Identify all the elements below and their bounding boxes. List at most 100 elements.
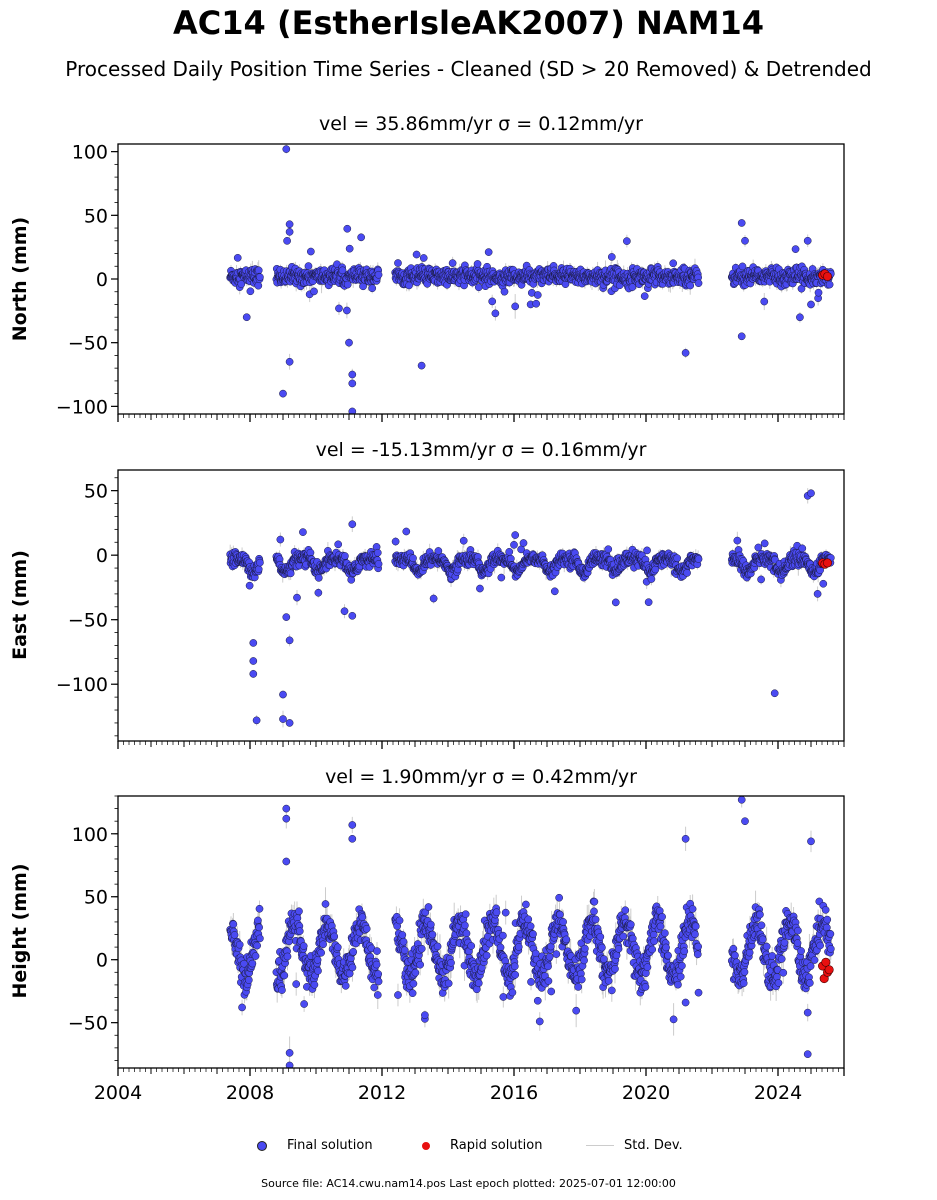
final-point <box>233 253 242 262</box>
final-point <box>651 565 660 574</box>
final-point <box>412 250 421 259</box>
y-tick-label: 0 <box>96 269 108 291</box>
final-point <box>334 540 343 549</box>
final-point <box>343 306 351 315</box>
final-point <box>242 313 251 322</box>
final-point <box>683 569 691 577</box>
final-point <box>368 284 377 293</box>
final-point <box>310 287 318 296</box>
final-point <box>814 288 823 297</box>
final-point <box>681 349 690 357</box>
final-point <box>307 247 315 256</box>
chart-subtitle: Processed Daily Position Time Series - C… <box>65 57 872 81</box>
final-point <box>245 581 254 590</box>
plot-frame <box>117 469 845 742</box>
final-point <box>623 237 631 245</box>
final-point <box>500 287 509 296</box>
rapid-point <box>822 558 832 568</box>
final-point <box>474 283 483 292</box>
final-point <box>409 554 417 563</box>
y-tick-label: 50 <box>84 205 108 227</box>
final-point <box>505 547 514 556</box>
final-point <box>604 545 613 554</box>
final-point <box>510 540 518 549</box>
series-final-1 <box>226 488 835 728</box>
final-point <box>669 259 678 268</box>
series-final-2 <box>226 796 835 1068</box>
final-point <box>533 291 542 299</box>
final-point <box>254 266 263 275</box>
panel-0: 100 50 0 −50 −100 <box>56 142 845 422</box>
final-point <box>249 670 258 678</box>
final-point <box>760 539 769 548</box>
final-point <box>419 254 428 262</box>
final-point <box>249 657 258 665</box>
final-point <box>484 248 493 256</box>
final-point <box>532 299 541 308</box>
chart-title: AC14 (EstherIsleAK2007) NAM14 <box>173 4 764 42</box>
final-point <box>335 304 343 313</box>
final-point <box>813 590 822 598</box>
final-point <box>299 528 307 536</box>
final-point <box>348 379 357 388</box>
y-tick-label: 50 <box>84 481 108 503</box>
final-point <box>256 273 264 281</box>
rapid-point <box>822 271 832 281</box>
final-point <box>283 237 291 245</box>
final-point <box>640 292 649 300</box>
final-point <box>476 584 484 593</box>
final-point <box>807 489 815 498</box>
final-point <box>374 270 383 279</box>
final-point <box>417 361 426 370</box>
final-point <box>343 280 352 289</box>
final-point <box>628 283 637 291</box>
final-point <box>511 531 520 539</box>
final-point <box>285 719 294 727</box>
final-point <box>741 236 749 245</box>
final-point <box>819 579 828 588</box>
final-point <box>246 287 255 296</box>
final-point <box>285 357 294 366</box>
y-tick-label: −100 <box>56 674 108 696</box>
final-point <box>770 689 779 698</box>
final-point <box>694 555 703 563</box>
final-point <box>391 537 400 546</box>
final-point <box>791 245 800 253</box>
final-point <box>343 224 352 233</box>
final-point <box>348 370 357 379</box>
final-point <box>314 574 323 582</box>
final-point <box>738 262 747 271</box>
final-point <box>357 233 365 242</box>
final-point <box>607 253 616 261</box>
final-point <box>807 300 815 309</box>
final-point <box>252 716 261 725</box>
final-point <box>345 244 354 253</box>
final-point <box>686 281 695 290</box>
final-point <box>285 228 294 236</box>
final-point <box>448 259 457 267</box>
final-point <box>394 259 402 267</box>
final-point <box>341 552 349 560</box>
final-point <box>519 539 528 547</box>
final-point <box>293 593 301 602</box>
final-point <box>737 332 746 341</box>
final-point <box>249 639 258 647</box>
final-point <box>285 636 294 645</box>
final-point <box>256 558 264 567</box>
final-point <box>279 690 287 699</box>
final-point <box>276 535 285 544</box>
final-point <box>647 575 656 583</box>
final-point <box>340 607 349 616</box>
final-point <box>373 548 382 557</box>
final-point <box>796 313 804 322</box>
final-point <box>402 527 411 536</box>
final-point <box>374 560 383 568</box>
final-point <box>345 338 353 347</box>
final-point <box>550 587 559 596</box>
final-point <box>237 280 246 288</box>
final-point <box>285 220 294 229</box>
final-point <box>286 569 295 578</box>
final-point <box>825 280 834 289</box>
final-point <box>673 554 682 563</box>
